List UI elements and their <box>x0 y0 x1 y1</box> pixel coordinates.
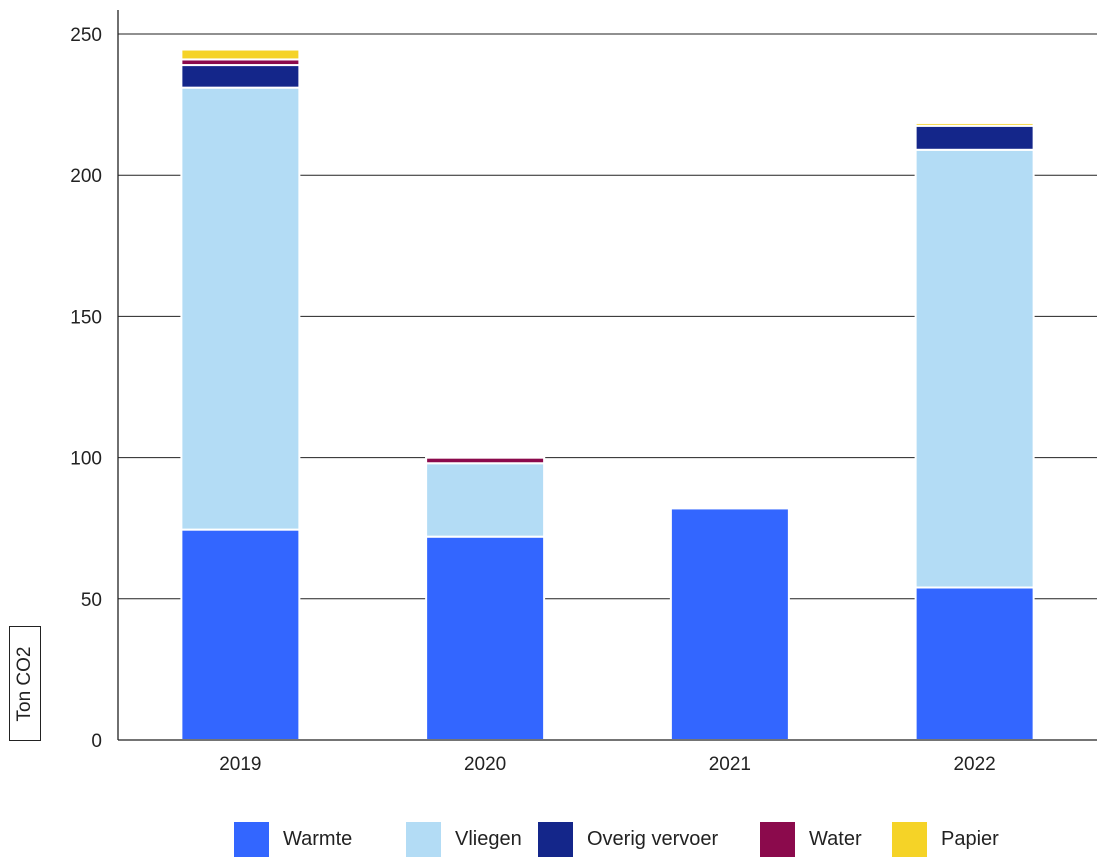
x-tick-label: 2020 <box>464 754 506 775</box>
bar-segment <box>669 507 790 741</box>
legend-item: Vliegen <box>406 821 522 857</box>
bar-segment <box>914 148 1035 589</box>
x-tick-label: 2019 <box>219 754 261 775</box>
y-tick-label: 0 <box>91 731 102 752</box>
bar-segment <box>180 48 301 61</box>
legend-swatch <box>234 821 269 857</box>
bar-segment <box>914 586 1035 742</box>
axes: 0 50 100 150 200 250 2019 2020 2021 2022 <box>70 10 1097 775</box>
bar-segment <box>180 86 301 531</box>
bar-segment <box>180 528 301 741</box>
legend-label: Overig vervoer <box>587 827 719 850</box>
x-tick-label: 2022 <box>953 754 995 775</box>
y-axis-label: Ton CO2 <box>14 646 35 721</box>
chart-legend: Warmte Vliegen Overig vervoer Water Papier <box>0 818 1111 858</box>
bar-segment <box>914 124 1035 151</box>
y-tick-label: 200 <box>70 166 102 187</box>
legend-item: Water <box>760 821 862 857</box>
bars <box>180 48 1035 742</box>
legend-swatch <box>760 821 795 857</box>
bar-segment <box>425 535 546 741</box>
y-tick-label: 150 <box>70 307 102 328</box>
bar-segment <box>180 64 301 89</box>
y-tick-label: 250 <box>70 25 102 46</box>
bar-segment <box>914 121 1035 127</box>
bar-segment <box>425 454 546 459</box>
legend-swatch <box>406 821 441 857</box>
stacked-bar-chart: 0 50 100 150 200 250 2019 2020 2021 2022 <box>70 10 1097 775</box>
legend-label: Papier <box>941 827 999 850</box>
legend-label: Water <box>809 827 862 850</box>
legend-label: Vliegen <box>455 827 522 850</box>
x-tick-label: 2021 <box>709 754 751 775</box>
legend-swatch <box>538 821 573 857</box>
legend-swatch <box>892 821 927 857</box>
bar-segment <box>425 462 546 538</box>
legend-label: Warmte <box>283 827 353 850</box>
y-tick-label: 50 <box>81 590 102 611</box>
y-tick-label: 100 <box>70 449 102 470</box>
legend-item: Warmte <box>234 821 353 857</box>
y-axis-label-box: Ton CO2 <box>9 626 41 741</box>
legend-item: Overig vervoer <box>538 821 719 857</box>
legend-item: Papier <box>892 821 999 857</box>
